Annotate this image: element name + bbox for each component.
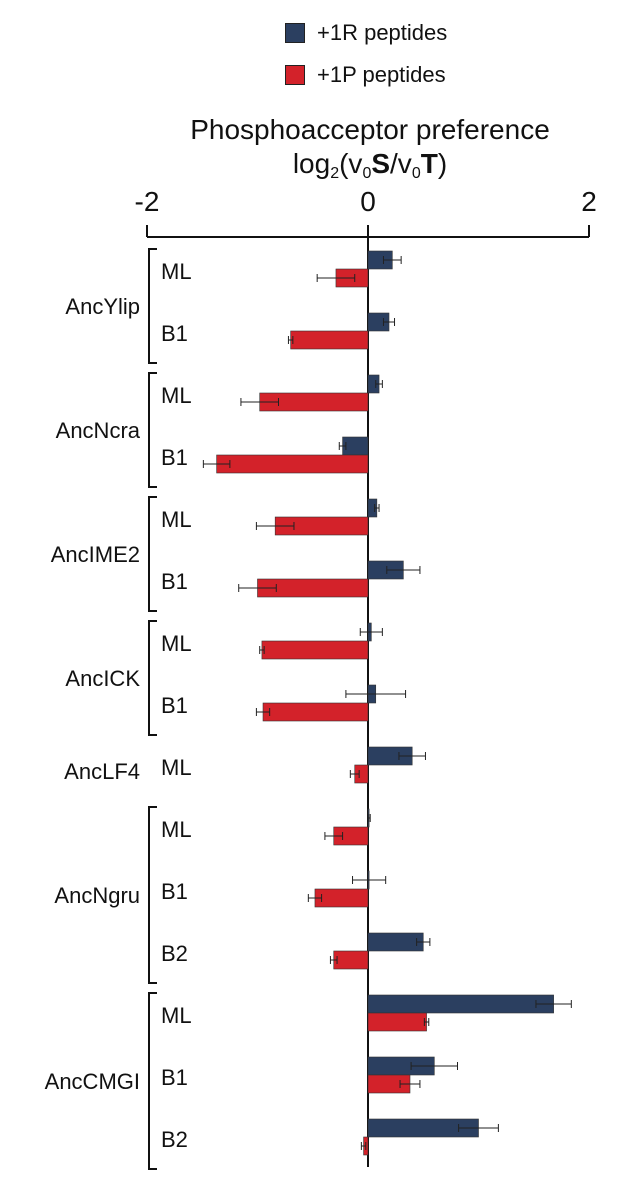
bar-r-anccmgi-ml	[367, 994, 554, 1014]
group-bracket-ancime2	[148, 496, 157, 612]
row-label-ancngru-ml: ML	[161, 817, 192, 842]
legend-label-r: +1R peptides	[317, 20, 448, 45]
group-label-ancncra: AncNcra	[56, 418, 141, 443]
row-label-anclf4-ml: ML	[161, 755, 192, 780]
axis-label-open: (v	[339, 148, 363, 179]
axis-label-base: 2	[330, 165, 340, 182]
row-label-anccmgi-ml: ML	[161, 1003, 192, 1028]
axis-label-prefix: log	[292, 148, 331, 179]
row-label-ancngru-b2: B2	[161, 941, 188, 966]
axis-label-slash: /v	[390, 148, 412, 179]
group-label-ancylip: AncYlip	[65, 294, 140, 319]
row-label-ancncra-b1: B1	[161, 445, 188, 470]
chart-title: Phosphoacceptor preference	[190, 114, 550, 145]
row-label-anccmgi-b1: B1	[161, 1065, 188, 1090]
row-label-ancngru-b1: B1	[161, 879, 188, 904]
axis-label-bold1: S	[371, 148, 391, 179]
axis-label: log2(v0S/v0T)	[0, 148, 617, 183]
axis-label-sub1: 0	[362, 165, 372, 182]
legend-swatch-p	[285, 65, 305, 85]
legend-label-p: +1P peptides	[317, 62, 446, 87]
row-label-ancick-b1: B1	[161, 693, 188, 718]
group-label-ancngru: AncNgru	[54, 883, 140, 908]
group-label-ancick: AncICK	[65, 666, 140, 691]
x-tick-label-2: 2	[581, 186, 597, 217]
bar-r-ancngru-b2	[367, 932, 424, 952]
axis-label-bold2: T	[420, 148, 438, 179]
x-tick-label-0: -2	[135, 186, 160, 217]
row-label-anccmgi-b2: B2	[161, 1127, 188, 1152]
group-bracket-anccmgi	[148, 992, 157, 1170]
legend-item-p: +1P peptides	[285, 62, 446, 87]
row-label-ancick-ml: ML	[161, 631, 192, 656]
bar-p-ancngru-b1	[314, 888, 369, 908]
bar-p-ancngru-b2	[333, 950, 369, 970]
legend-item-r: +1R peptides	[285, 20, 448, 45]
legend-swatch-r	[285, 23, 305, 43]
group-label-ancime2: AncIME2	[51, 542, 140, 567]
bar-p-anccmgi-ml	[367, 1012, 427, 1032]
group-bracket-ancngru	[148, 806, 157, 984]
group-bracket-ancylip	[148, 248, 157, 364]
row-label-ancncra-ml: ML	[161, 383, 192, 408]
group-bracket-ancick	[148, 620, 157, 736]
bar-p-ancncra-b1	[216, 454, 369, 474]
bar-p-ancick-ml	[261, 640, 369, 660]
row-label-ancylip-ml: ML	[161, 259, 192, 284]
group-bracket-ancncra	[148, 372, 157, 488]
axis-label-close: )	[437, 148, 448, 179]
group-label-anccmgi: AncCMGI	[45, 1069, 140, 1094]
bar-p-ancylip-b1	[290, 330, 369, 350]
x-tick-label-1: 0	[360, 186, 376, 217]
row-label-ancime2-ml: ML	[161, 507, 192, 532]
row-label-ancylip-b1: B1	[161, 321, 188, 346]
bar-p-ancick-b1	[262, 702, 369, 722]
group-label-anclf4: AncLF4	[64, 759, 140, 784]
row-label-ancime2-b1: B1	[161, 569, 188, 594]
axis-label-sub2: 0	[411, 165, 421, 182]
